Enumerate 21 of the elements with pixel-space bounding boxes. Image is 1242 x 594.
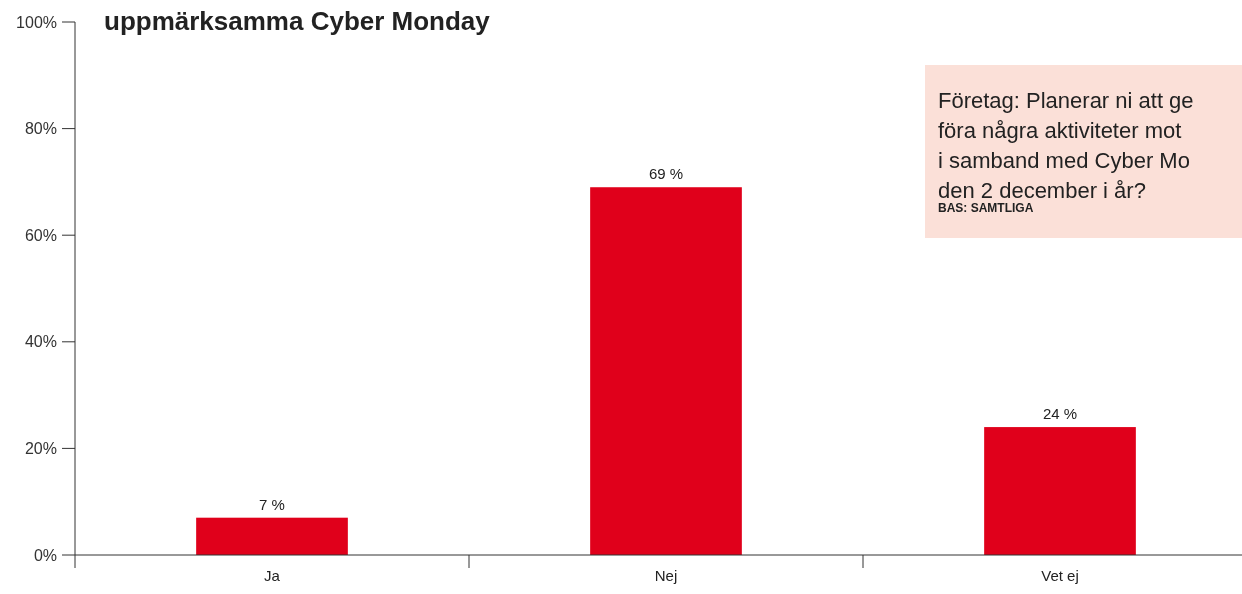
y-tick-label: 0% [33, 546, 57, 564]
data-label: 7 % [259, 495, 285, 513]
bar [590, 187, 742, 555]
y-tick-label: 40% [24, 333, 57, 351]
annotation: föra några aktiviteter mot [938, 118, 1182, 143]
y-tick-label: 60% [24, 226, 57, 244]
x-tick-label: Nej [654, 567, 678, 584]
annotation: Företag: Planerar ni att ge [938, 88, 1194, 113]
data-label: 24 % [1042, 405, 1078, 423]
data-label: 69 % [648, 165, 684, 183]
x-tick-label: Ja [264, 567, 281, 584]
y-tick-label: 20% [24, 440, 57, 457]
annotation: den 2 december i år? [938, 178, 1146, 203]
annotation: BAS: SAMTLIGA [938, 201, 1034, 215]
annotation: i samband med Cyber Mo [938, 148, 1190, 173]
x-tick-label: Vet ej [1041, 567, 1079, 584]
y-tick-label: 100% [16, 13, 57, 31]
bar [984, 427, 1136, 555]
chart-title: uppmärksamma Cyber Monday [104, 6, 491, 36]
bar [196, 517, 348, 555]
y-tick-label: 80% [24, 120, 57, 138]
